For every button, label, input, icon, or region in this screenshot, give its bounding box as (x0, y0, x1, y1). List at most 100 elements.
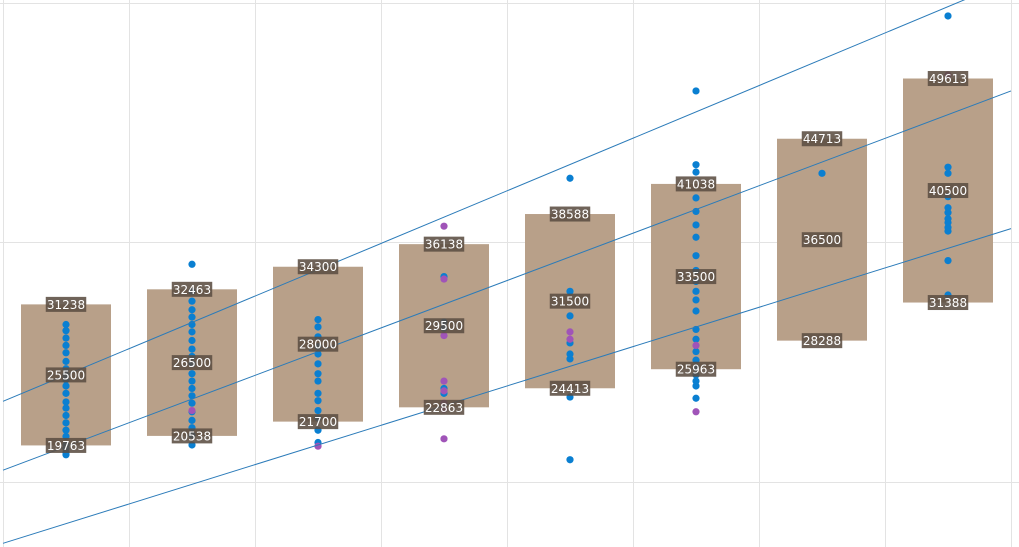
data-point (692, 233, 700, 241)
label-median-group-5: 31500 (551, 295, 589, 309)
data-point-secondary (692, 408, 700, 416)
label-q3-group-1: 31238 (47, 298, 85, 312)
data-point (62, 382, 70, 390)
data-point (62, 334, 70, 342)
label-q3-group-8: 49613 (929, 72, 967, 86)
data-point (188, 384, 196, 393)
data-point (314, 406, 322, 415)
label-q3-group-4: 36138 (425, 238, 463, 252)
data-point (818, 169, 826, 177)
data-point (314, 315, 322, 324)
label-q3-group-7: 44713 (803, 132, 841, 146)
data-point (566, 174, 574, 182)
data-point (692, 168, 700, 176)
label-median-group-8: 40500 (929, 184, 967, 198)
label-q1-group-2-bg (171, 428, 213, 444)
data-point (62, 357, 70, 365)
data-point-secondary (188, 406, 196, 415)
data-point (314, 389, 322, 397)
data-point (188, 345, 196, 353)
label-q3-group-6-bg (675, 176, 717, 192)
label-q1-group-7: 28288 (803, 334, 841, 348)
data-point-secondary (440, 275, 448, 283)
label-median-group-8-bg (927, 183, 969, 199)
label-median-group-5-bg (549, 293, 591, 309)
data-point (314, 370, 322, 378)
data-point (188, 392, 196, 400)
data-point (566, 350, 574, 358)
data-point (692, 161, 700, 169)
data-point-secondary (440, 435, 448, 443)
label-q3-group-2-bg (171, 281, 213, 297)
data-point (188, 377, 196, 385)
label-q1-group-4-bg (423, 399, 465, 415)
data-point-secondary (440, 331, 448, 340)
label-q1-group-1-bg (45, 437, 87, 453)
data-point (692, 377, 700, 385)
data-point (944, 256, 952, 265)
data-point-secondary (440, 387, 448, 395)
data-point (188, 260, 196, 268)
label-q3-group-4-bg (423, 236, 465, 252)
data-point (314, 360, 322, 368)
data-point (692, 296, 700, 304)
trend-line-2 (2, 90, 1012, 471)
data-point-secondary (440, 222, 448, 230)
data-point (566, 287, 574, 295)
label-q1-group-8: 31388 (929, 296, 967, 310)
data-point (188, 297, 196, 305)
data-point (944, 169, 952, 177)
label-median-group-1: 25500 (47, 368, 85, 382)
label-median-group-6-bg (675, 269, 717, 285)
label-q1-group-5: 24413 (551, 382, 589, 396)
label-q3-group-8-bg (927, 71, 969, 87)
label-median-group-3: 28000 (299, 338, 337, 352)
data-point (692, 394, 700, 402)
trend-line-3 (2, 228, 1012, 544)
data-point (944, 163, 952, 171)
data-point-secondary (692, 341, 700, 350)
label-median-group-3-bg (297, 336, 339, 352)
data-point (566, 312, 574, 320)
data-point (692, 307, 700, 315)
label-median-group-2: 26500 (173, 356, 211, 370)
data-point (62, 349, 70, 357)
data-point (188, 313, 196, 321)
data-point (188, 328, 196, 336)
label-median-group-7: 36500 (803, 233, 841, 247)
data-point (314, 397, 322, 405)
label-q3-group-3-bg (297, 259, 339, 275)
label-q1-group-1: 19763 (47, 439, 85, 453)
data-point (62, 398, 70, 406)
data-point (62, 320, 70, 329)
data-point-secondary (440, 377, 448, 385)
data-point (188, 306, 196, 314)
label-q1-group-6-bg (675, 361, 717, 377)
label-q3-group-2: 32463 (173, 283, 211, 297)
data-point (944, 12, 952, 20)
data-point (62, 404, 70, 412)
data-point-secondary (566, 335, 574, 343)
value-labels: 31238 25500 19763 32463 26500 20538 34300 28000… (45, 71, 969, 453)
label-q1-group-4: 22863 (425, 401, 463, 415)
label-q3-group-5-bg (549, 206, 591, 222)
data-point-secondary (566, 328, 574, 336)
label-q1-group-2: 20538 (173, 429, 211, 443)
data-point (692, 221, 700, 229)
label-q1-group-6: 25963 (677, 363, 715, 377)
data-point (188, 336, 196, 345)
label-q3-group-1-bg (45, 296, 87, 312)
data-point (62, 327, 70, 335)
label-q1-group-5-bg (549, 380, 591, 396)
label-q3-group-3: 34300 (299, 260, 337, 274)
data-point (188, 399, 196, 407)
trend-line-1 (2, 0, 966, 402)
label-q1-group-3: 21700 (299, 415, 337, 429)
data-point (188, 416, 196, 424)
label-q1-group-8-bg (927, 295, 969, 311)
data-point (62, 426, 70, 434)
data-point (692, 252, 700, 260)
